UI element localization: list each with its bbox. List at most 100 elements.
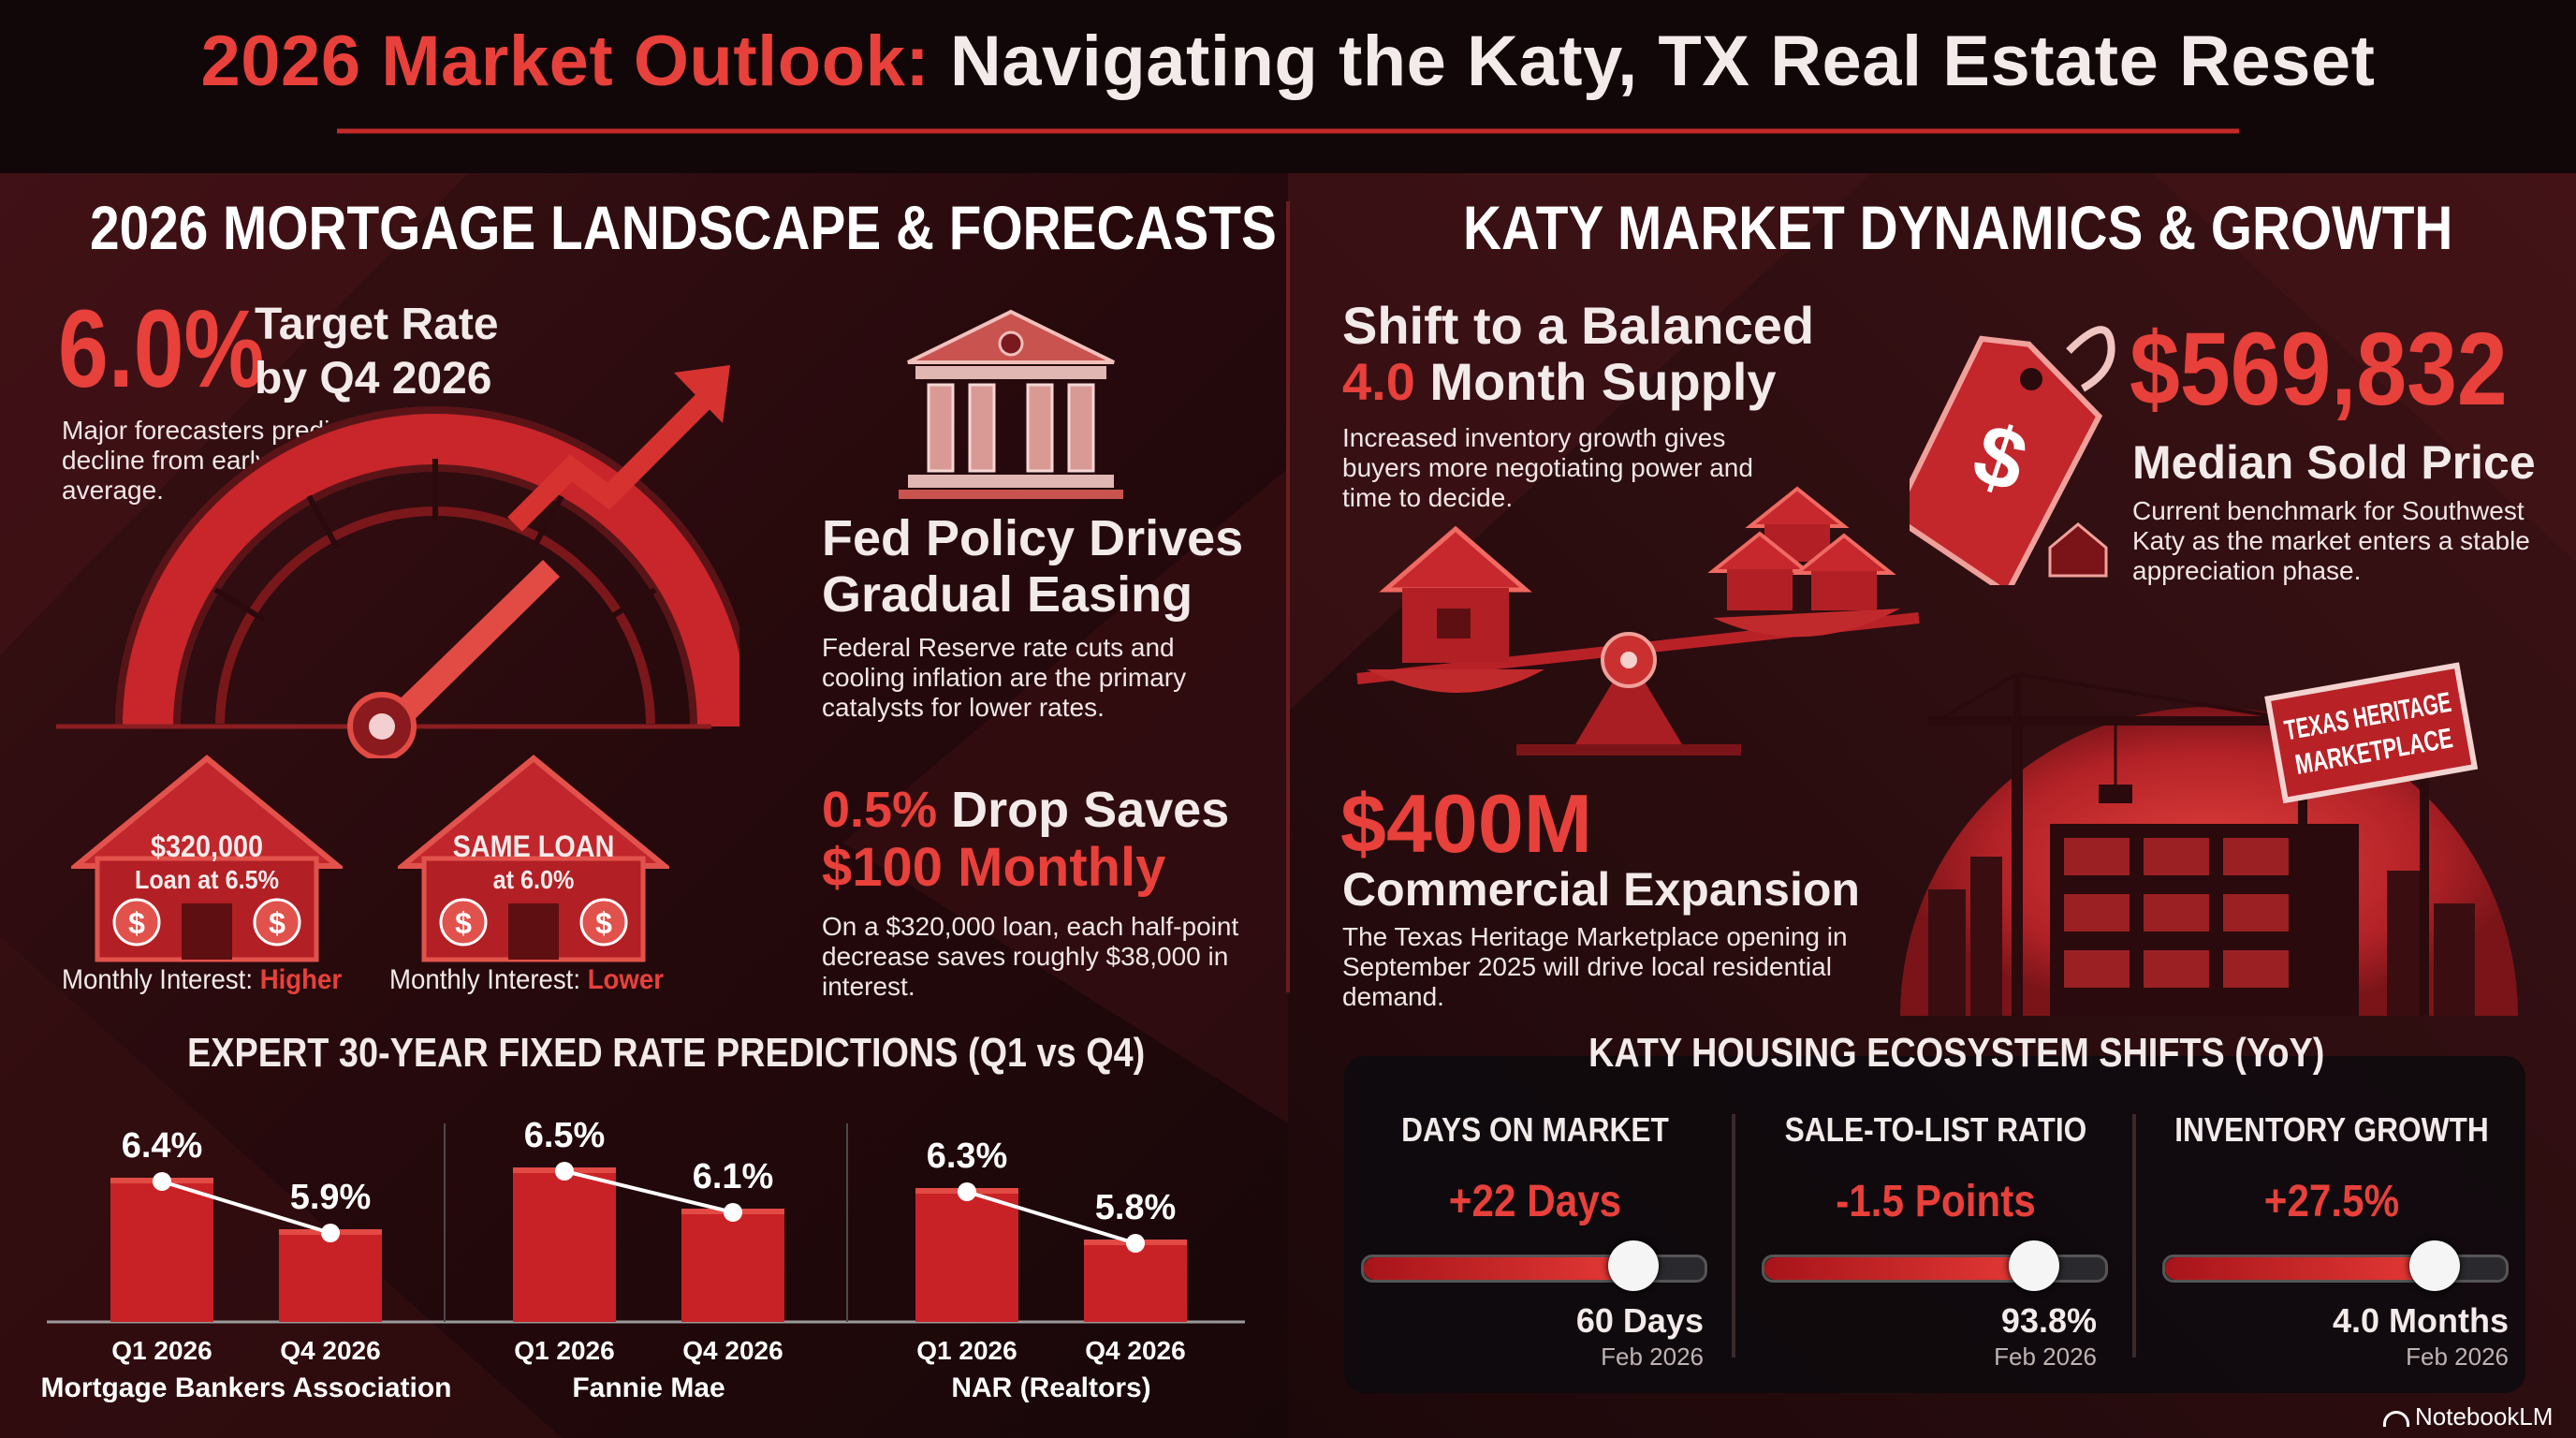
chart-bar [1084, 1240, 1187, 1322]
inventory-growth-date: Feb 2026 [2406, 1343, 2509, 1371]
chart-category-label: Q1 2026 [514, 1336, 614, 1365]
sale-to-list-change: -1.5 Points [1836, 1177, 2036, 1226]
house1-caption-prefix: Monthly Interest: [62, 964, 254, 995]
chart-category-label: Q4 2026 [682, 1336, 783, 1365]
inventory-growth-knob [2409, 1240, 2461, 1291]
house2-caption-prefix: Monthly Interest: [389, 964, 581, 995]
bank-icon [899, 309, 1123, 499]
chart-point [153, 1172, 171, 1191]
construction-scene: TEXAS HERITAGE MARKETPLACE [1900, 662, 2518, 1016]
footer-brand-text: NotebookLM [2415, 1402, 2554, 1431]
house-icon: $ $ [398, 755, 669, 962]
price-tag-icon: $ [1910, 326, 2115, 585]
predictions-chart: 6.4% Q1 2026 5.9% Q4 2026 Mortgage Bankers A… [41, 1116, 1245, 1403]
dollar-coin-icon [112, 898, 161, 946]
chart-data-label: 5.9% [290, 1178, 372, 1217]
trend-arrow-icon [507, 365, 730, 532]
fed-title-1: Fed Policy Drives [822, 510, 1244, 566]
chart-trend-line [161, 1180, 331, 1235]
supply-title-2: 4.0 Month Supply [1342, 354, 1777, 410]
ecosystem-heading: KATY HOUSING ECOSYSTEM SHIFTS (YoY) [1588, 1030, 2325, 1076]
days-on-market-title: DAYS ON MARKET [1401, 1110, 1669, 1149]
sale-to-list-value: 93.8% [2000, 1301, 2097, 1340]
sale-to-list-title: SALE-TO-LIST RATIO [1784, 1110, 2087, 1149]
market-section-heading: KATY MARKET DYNAMICS & GROWTH [1463, 193, 2453, 262]
drop-title-2: $100 Monthly [822, 837, 1166, 898]
target-rate-label-1: Target Rate [255, 300, 499, 349]
card-divider [1732, 1114, 1735, 1357]
drop-accent: 0.5% [822, 782, 938, 838]
house1-text: $320,000 Loan at 6.5% [102, 829, 313, 897]
construction-crane-icon [1928, 672, 2331, 1016]
fed-desc: Federal Reserve rate cuts and cooling in… [822, 633, 1187, 722]
notebooklm-icon [2383, 1410, 2409, 1427]
chart-group-label: NAR (Realtors) [951, 1372, 1150, 1403]
days-on-market-change: +22 Days [1448, 1177, 1622, 1226]
supply-desc: Increased inventory growth gives buyers … [1342, 423, 1753, 512]
chart-group-label: Fannie Mae [572, 1372, 724, 1403]
svg-text:$: $ [128, 906, 145, 940]
drop-title-rest: Drop Saves [951, 782, 1230, 838]
supply-title-1: Shift to a Balanced [1342, 296, 1815, 355]
page-title: 2026 Market Outlook: Navigating the Katy… [0, 21, 2576, 102]
chart-data-label: 6.5% [524, 1116, 606, 1155]
footer-brand: NotebookLM [2383, 1402, 2553, 1431]
chart-data-label: 6.4% [122, 1126, 203, 1166]
median-price-value: $569,832 [2130, 312, 2508, 427]
days-on-market-knob [1608, 1240, 1660, 1291]
house2-caption: Monthly Interest: Lower [389, 964, 664, 996]
svg-text:$: $ [455, 906, 472, 940]
inventory-growth-change: +27.5% [2263, 1177, 2400, 1226]
chart-category-label: Q4 2026 [1085, 1336, 1185, 1365]
chart-bar [279, 1229, 382, 1322]
chart-point [724, 1203, 742, 1222]
chart-bar [915, 1188, 1018, 1322]
chart-point [321, 1224, 340, 1242]
sale-to-list-date: Feb 2026 [1994, 1343, 2097, 1371]
svg-text:$: $ [269, 906, 285, 940]
svg-text:$: $ [595, 906, 612, 940]
house1-line1: $320,000 [150, 829, 264, 863]
chart-point [555, 1162, 574, 1181]
title-accent: 2026 Market Outlook: [200, 22, 930, 101]
chart-data-label: 5.8% [1095, 1188, 1177, 1227]
chart-data-label: 6.1% [693, 1157, 774, 1196]
title-rest: Navigating the Katy, TX Real Estate Rese… [949, 22, 2376, 101]
house2-caption-value: Lower [587, 964, 664, 995]
drop-desc: On a $320,000 loan, each half-point decr… [822, 912, 1239, 1001]
target-rate-value: 6.0% [58, 287, 265, 411]
balance-scale-icon [1356, 486, 1920, 756]
days-on-market-value: 60 Days [1575, 1301, 1704, 1340]
chart-category-label: Q1 2026 [111, 1336, 212, 1365]
house2-text: SAME LOAN at 6.0% [429, 829, 639, 897]
sale-to-list-knob [2009, 1240, 2060, 1291]
chart-category-label: Q1 2026 [916, 1336, 1017, 1365]
drop-title-1: 0.5% Drop Saves [822, 782, 1229, 838]
house-icon: $ $ [71, 755, 343, 962]
commercial-desc: The Texas Heritage Marketplace opening i… [1342, 922, 1848, 1011]
house1-caption-value: Higher [259, 964, 343, 995]
mortgage-section-heading: 2026 MORTGAGE LANDSCAPE & FORECASTS [90, 193, 1277, 262]
inventory-growth-value: 4.0 Months [2332, 1301, 2509, 1340]
inventory-growth-fill [2165, 1257, 2438, 1280]
supply-accent: 4.0 [1342, 352, 1415, 411]
chart-bar [110, 1178, 213, 1322]
ecosystem-panel [1344, 1056, 2525, 1393]
chart-trend-line [564, 1169, 734, 1214]
predictions-heading: EXPERT 30-YEAR FIXED RATE PREDICTIONS (Q… [187, 1030, 1146, 1076]
gauge-icon [56, 406, 739, 758]
house2-line2: at 6.0% [492, 865, 575, 894]
chart-bar [681, 1209, 784, 1322]
chart-trend-line [966, 1190, 1136, 1245]
median-price-label: Median Sold Price [2132, 436, 2536, 489]
chart-data-label: 6.3% [927, 1137, 1008, 1176]
chart-point [1126, 1234, 1145, 1253]
chart-category-label: Q4 2026 [280, 1336, 380, 1365]
chart-group-label: Mortgage Bankers Association [41, 1372, 452, 1403]
commercial-value: $400M [1340, 777, 1593, 870]
house2-line1: SAME LOAN [452, 829, 615, 863]
card-divider [2132, 1114, 2136, 1357]
sale-to-list-fill [1764, 1257, 2038, 1280]
fed-title-2: Gradual Easing [822, 566, 1193, 623]
house1-line2: Loan at 6.5% [134, 865, 280, 894]
